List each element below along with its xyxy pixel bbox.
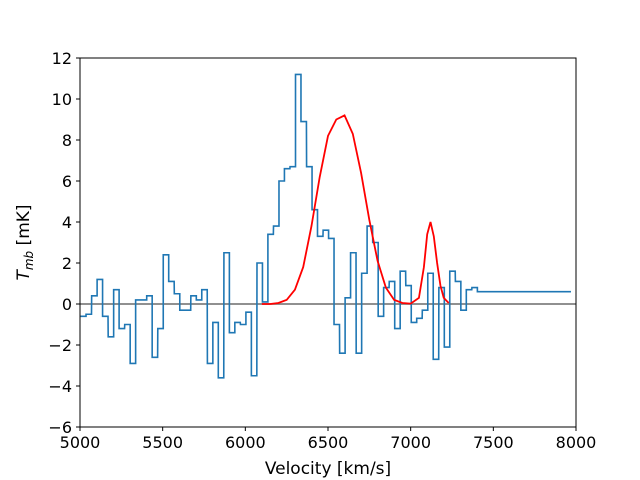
x-tick-label: 7000 (390, 433, 431, 452)
y-tick-label: 4 (62, 213, 72, 232)
y-tick-label: 0 (62, 295, 72, 314)
x-tick-label: 6000 (225, 433, 266, 452)
y-tick-label: 2 (62, 254, 72, 273)
plot-area (80, 73, 576, 379)
y-tick-label: −4 (48, 377, 72, 396)
ticks: 5000 5500 6000 6500 7000 7500 8000 −6 −4 −2 0 2 4 6 8 1… (48, 49, 596, 452)
x-tick-label: 5500 (142, 433, 183, 452)
y-tick-label: 10 (52, 90, 72, 109)
y-tick-label: 12 (52, 49, 72, 68)
y-axis-label-main: T (14, 269, 34, 281)
y-tick-label: 8 (62, 131, 72, 150)
spectrum-step-line (80, 73, 571, 379)
y-axis-label: Tmb [mK] (14, 204, 36, 280)
x-tick-label: 8000 (556, 433, 597, 452)
x-tick-label: 6500 (308, 433, 349, 452)
y-axis-label-sub: mb (22, 250, 36, 270)
fit-curve (261, 114, 450, 305)
x-tick-label: 7500 (473, 433, 514, 452)
x-axis-label: Velocity [km/s] (265, 459, 391, 479)
x-tick-label: 5000 (60, 433, 101, 452)
y-axis-label-unit: [mK] (14, 204, 34, 250)
y-tick-label: −6 (48, 418, 72, 437)
plot-frame (79, 57, 577, 428)
y-tick-label: −2 (48, 336, 72, 355)
y-tick-label: 6 (62, 172, 72, 191)
